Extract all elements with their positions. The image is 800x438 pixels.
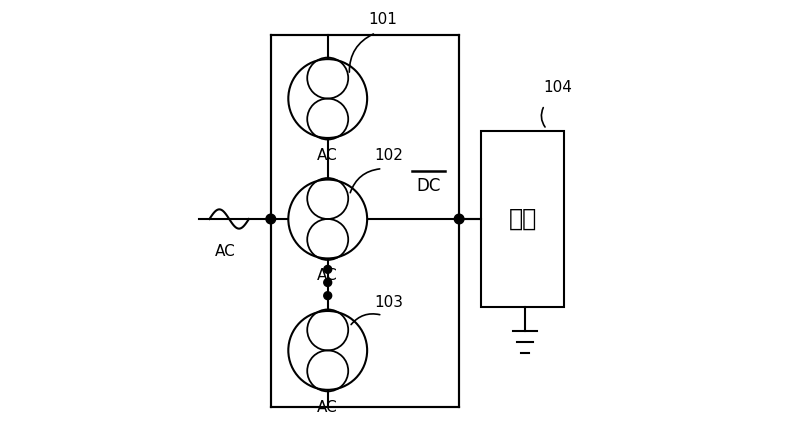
Text: 101: 101 [368,12,397,27]
Circle shape [454,214,464,224]
Text: 102: 102 [374,148,403,163]
Circle shape [288,311,367,390]
Text: DC: DC [416,177,441,195]
Text: AC: AC [214,244,235,259]
Bar [481,131,564,307]
Text: AC: AC [318,268,338,283]
Text: 104: 104 [543,80,572,95]
Text: AC: AC [318,400,338,415]
Text: AC: AC [318,148,338,163]
Circle shape [324,292,332,300]
Circle shape [324,279,332,286]
Circle shape [324,265,332,273]
Text: 103: 103 [374,295,403,310]
Circle shape [288,180,367,258]
Text: 设备: 设备 [509,207,537,231]
Circle shape [288,59,367,138]
Circle shape [266,214,276,224]
